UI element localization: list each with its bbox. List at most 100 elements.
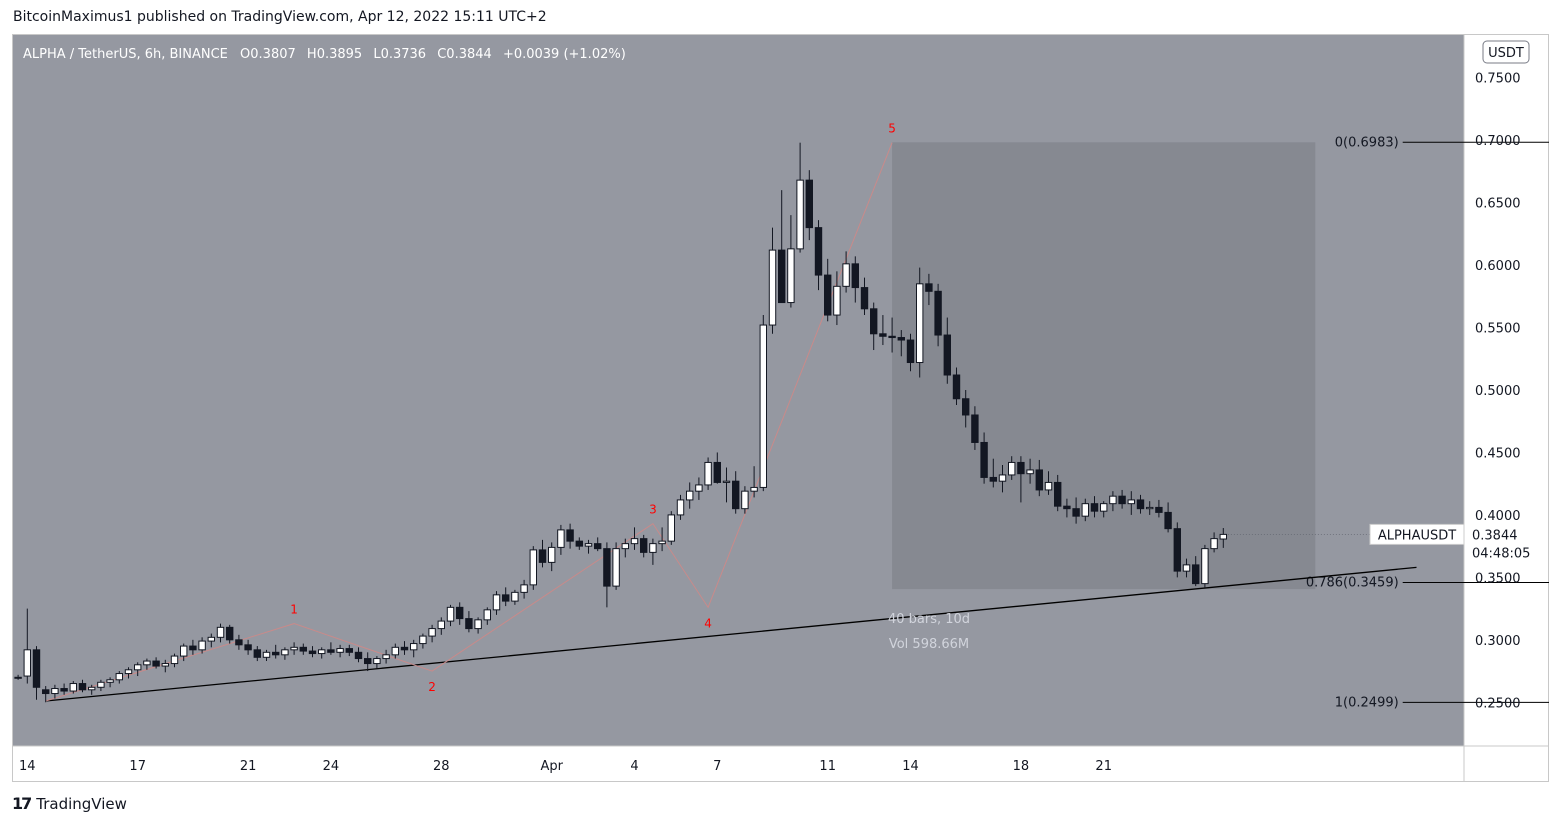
x-tick-label: 4 [630,759,638,774]
candle-body [419,635,427,645]
candle-body [115,673,123,681]
candle-body [262,651,271,658]
candle-body [364,658,372,665]
candle-body [1017,461,1025,475]
candle-body [502,594,510,602]
tradingview-brand: TradingView [36,794,127,813]
candle-body [373,658,381,665]
candle-body [888,335,896,339]
candle-body [640,538,648,553]
candle-body [281,649,289,656]
chart-svg[interactable]: 0(0.6983) 0.786(0.3459) 1(0.2499) 1 2 3 4 5 0.… [12,34,1549,782]
wave-label: 5 [888,122,896,136]
candle-body [124,669,133,675]
candle-body [566,529,574,542]
fib-level-label: 0(0.6983) [1335,135,1399,150]
legend-close-label: C [437,47,446,62]
candle-body [14,676,22,679]
x-tick-label: 18 [1013,759,1030,774]
candle-body [860,287,869,310]
fib-level-label: 0.786(0.3459) [1306,575,1399,590]
candle-body [152,660,160,667]
candle-body [1035,469,1043,491]
y-tick-label: 0.3000 [1475,634,1521,649]
x-tick-label: 24 [323,759,340,774]
candle-body [345,648,354,653]
y-tick-label: 0.5500 [1475,322,1521,337]
candle-body [548,546,556,563]
legend-symbol: ALPHA / TetherUS, 6h, BINANCE [23,47,228,62]
x-tick-label: 14 [902,759,919,774]
candle-body [1219,533,1227,540]
price-axis-background[interactable] [1464,35,1548,746]
candle-body [1054,481,1062,507]
candle-body [584,543,593,547]
candle-body [1118,495,1126,505]
candle-body [299,646,308,652]
candle-body [318,649,326,655]
currency-badge[interactable]: USDT [1482,40,1530,64]
candle-body [492,594,501,611]
candle-body [456,606,464,620]
candle-body [382,654,390,660]
wave-labels: 1 2 3 4 5 [290,122,896,694]
candle-body [538,549,547,563]
candle-body [1173,528,1181,572]
legend-high-label: H [307,47,317,62]
time-axis-ticks: 14 17 21 24 28 Apr 4 7 11 14 18 21 [19,759,1112,774]
x-tick-label: 14 [19,759,36,774]
wave-label: 1 [290,603,298,617]
currency-badge-label: USDT [1488,46,1524,61]
candle-body [630,538,639,545]
candle-body [69,683,77,692]
candle-body [649,543,657,553]
candle-body [1109,495,1117,505]
candle-body [529,549,537,586]
candle-body [768,249,777,326]
candles [14,142,1227,703]
candle-body [722,480,731,483]
fib-levels: 0(0.6983) 0.786(0.3459) 1(0.2499) [1306,135,1549,710]
range-bars-label: 40 bars, 10d [888,612,970,627]
candle-body [998,474,1007,482]
candle-body [1136,499,1145,510]
y-tick-label: 0.6500 [1475,197,1521,212]
candle-body [851,263,859,289]
candle-body [88,686,96,691]
x-tick-label: 28 [433,759,450,774]
last-price-label: ALPHAUSDT 0.3844 04:48:05 [1369,523,1548,563]
candle-body [971,414,979,443]
candle-body [1063,505,1071,510]
candle-body [161,663,170,667]
candle-body [51,688,59,695]
range-box [892,142,1316,590]
candle-body [897,337,905,341]
candle-body [235,639,243,646]
legend-low: 0.3736 [381,47,427,62]
candle-body [474,619,482,630]
wave-layer [45,142,893,702]
candle-body [787,248,795,304]
legend-open-label: O [240,47,250,62]
wave-label: 4 [704,616,712,630]
x-tick-label: 21 [240,759,257,774]
support-trendline [45,566,1417,702]
candle-body [612,548,620,587]
candle-body [1026,469,1034,475]
candle-body [916,283,924,364]
candle-body [226,626,234,641]
chart-legend: ALPHA / TetherUS, 6h, BINANCE O0.3807 H0… [23,47,626,62]
candle-body [741,490,749,510]
candle-body [704,461,712,486]
candle-body [42,689,50,695]
candle-body [308,650,317,655]
price-label-ticker: ALPHAUSDT [1378,528,1456,543]
legend-close: 0.3844 [446,47,492,62]
candle-body [1081,503,1089,517]
candle-body [23,649,31,677]
candle-body [1044,481,1053,491]
tradingview-logo[interactable]: 𝟭𝟳 TradingView [12,794,127,813]
legend-high: 0.3895 [317,47,363,62]
candle-body [713,461,721,483]
time-axis-background[interactable] [13,746,1548,781]
